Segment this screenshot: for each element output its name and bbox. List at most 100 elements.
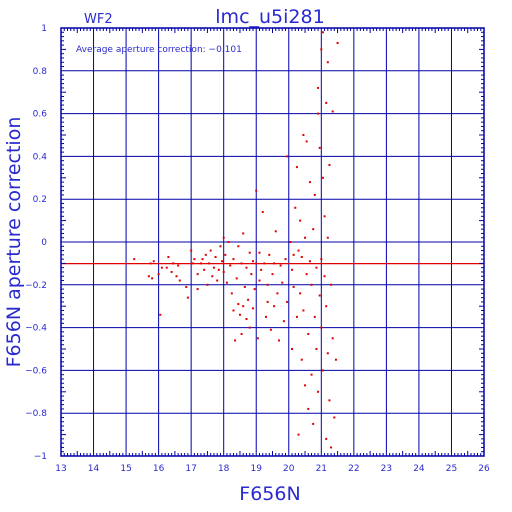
data-point [167, 255, 170, 258]
data-point [151, 277, 154, 280]
data-point [282, 320, 285, 323]
x-tick-label: 26 [478, 464, 490, 474]
data-point [206, 283, 209, 286]
data-point [203, 268, 206, 271]
data-point [185, 285, 188, 288]
data-point [302, 134, 305, 136]
data-point [292, 253, 295, 256]
average-annotation: Average aperture correction: −0.101 [76, 45, 242, 55]
x-tick-label: 22 [348, 464, 359, 474]
x-tick-label: 15 [120, 464, 131, 474]
y-tick-label: 0.2 [33, 195, 47, 205]
data-point [204, 253, 207, 256]
data-point [302, 309, 305, 312]
data-point [317, 86, 320, 89]
data-point [242, 305, 245, 308]
data-point [245, 318, 248, 321]
x-tick-label: 13 [55, 464, 66, 474]
data-point [196, 288, 199, 291]
data-point [291, 348, 294, 350]
data-point [235, 277, 238, 280]
data-point [274, 230, 277, 233]
data-point [172, 262, 175, 265]
data-point [269, 328, 272, 331]
data-point [300, 255, 303, 258]
data-point [310, 283, 313, 286]
data-point [245, 266, 248, 269]
data-point [240, 262, 243, 265]
data-point [157, 273, 160, 276]
data-point [278, 339, 281, 342]
data-point [294, 206, 297, 209]
y-tick-label: −0.8 [25, 409, 47, 419]
data-point [199, 262, 202, 265]
data-point [250, 273, 253, 276]
data-point [196, 273, 199, 276]
data-point [313, 315, 316, 318]
data-point [297, 249, 300, 252]
data-point [216, 279, 219, 282]
data-point [237, 303, 240, 306]
data-point [323, 215, 326, 218]
data-point [330, 446, 333, 449]
data-point [225, 281, 228, 284]
data-point [170, 270, 173, 273]
data-point [260, 268, 263, 271]
data-point [240, 333, 243, 336]
x-tick-label: 18 [218, 464, 230, 474]
data-point [209, 249, 212, 252]
data-point [305, 140, 308, 143]
data-point [201, 258, 204, 261]
data-point [258, 279, 261, 282]
data-point [248, 251, 251, 254]
x-tick-label: 23 [381, 464, 392, 474]
data-point [133, 258, 136, 261]
data-point [320, 326, 323, 329]
data-point [330, 283, 333, 286]
y-tick-label: 0.6 [33, 110, 48, 120]
data-point [326, 236, 329, 239]
x-tick-label: 24 [413, 464, 425, 474]
data-point [299, 292, 302, 295]
data-point [177, 264, 180, 267]
data-point [251, 260, 254, 263]
data-point [295, 315, 298, 318]
y-axis-label: F656N aperture correction [3, 117, 25, 368]
data-point [328, 399, 331, 402]
data-point [251, 307, 254, 310]
data-point [268, 253, 271, 256]
data-point [253, 288, 256, 291]
data-point [279, 264, 282, 267]
data-point [186, 296, 189, 299]
data-point [191, 262, 194, 265]
data-point [295, 166, 298, 169]
data-point [160, 266, 163, 269]
data-point [325, 305, 328, 308]
data-point [334, 358, 337, 361]
x-tick-label: 14 [88, 464, 100, 474]
data-point [175, 275, 178, 278]
data-point [266, 300, 269, 303]
data-point [291, 268, 294, 271]
data-point [234, 339, 237, 342]
data-point [286, 300, 289, 303]
x-tick-label: 25 [446, 464, 457, 474]
data-point [264, 315, 267, 318]
x-tick-label: 20 [283, 464, 295, 474]
y-tick-label: −0.4 [25, 324, 47, 334]
data-point [193, 258, 196, 261]
data-point [232, 309, 235, 312]
data-point [255, 189, 258, 192]
data-point [312, 228, 315, 231]
data-point [325, 437, 328, 440]
data-point [219, 245, 222, 248]
data-point [320, 48, 323, 51]
data-point [211, 275, 214, 278]
data-point [304, 384, 307, 387]
data-point [310, 373, 313, 376]
data-point [190, 249, 193, 252]
data-point [305, 273, 308, 276]
y-tick-label: 0.4 [33, 152, 48, 162]
y-tick-label: 0.8 [33, 67, 48, 77]
data-point [321, 31, 324, 34]
